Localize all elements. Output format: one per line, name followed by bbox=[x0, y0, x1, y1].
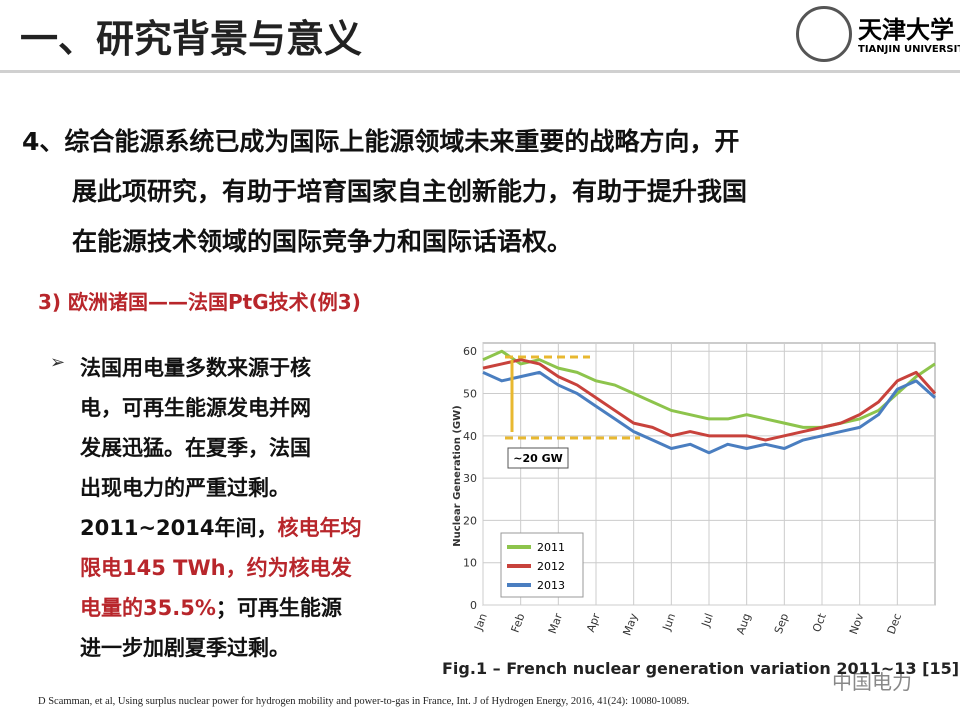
y-tick-label: 10 bbox=[463, 557, 477, 570]
text-run: 2011~2014年间， bbox=[80, 516, 278, 540]
legend-label: 2013 bbox=[537, 579, 565, 592]
logo-seal bbox=[796, 6, 852, 62]
x-tick-label: Oct bbox=[810, 611, 829, 634]
logo-cn: 天津大学 bbox=[858, 15, 954, 44]
x-tick-label: Jun bbox=[660, 612, 678, 634]
watermark: 中国电力 bbox=[832, 670, 912, 694]
point-line: 在能源技术领域的国际竞争力和国际话语权。 bbox=[72, 227, 573, 256]
x-tick-label: Jan bbox=[471, 612, 489, 633]
y-tick-label: 20 bbox=[463, 514, 477, 527]
annotation-box bbox=[507, 447, 569, 469]
text-run: 核电年均 bbox=[277, 516, 362, 540]
slide-title: 一、研究背景与意义 bbox=[20, 17, 363, 61]
y-tick-label: 40 bbox=[463, 430, 477, 443]
bullet-line: 2011~2014年间，核电年均 bbox=[80, 512, 362, 542]
x-tick-label: Feb bbox=[509, 612, 528, 635]
y-axis-label: Nuclear Generation (GW) bbox=[452, 405, 463, 546]
text-run: 进一步加剧夏季过剩。 bbox=[80, 636, 290, 660]
bullet-line: 法国用电量多数来源于核 bbox=[80, 352, 311, 382]
header-rule bbox=[0, 70, 960, 73]
annotation: ~20 GW bbox=[513, 452, 563, 465]
x-tick-label: Apr bbox=[584, 611, 603, 634]
subheading: 3) 欧洲诸国——法国PtG技术(例3) bbox=[38, 290, 361, 314]
bullet-marker: ➢ bbox=[50, 352, 66, 373]
bullet-line: 限电145 TWh，约为核电发 bbox=[80, 552, 352, 582]
x-tick-label: Mar bbox=[546, 611, 565, 635]
text-run: ；可再生能源 bbox=[215, 596, 342, 620]
series-line bbox=[482, 370, 937, 455]
x-tick-label: Jul bbox=[699, 612, 716, 630]
x-tick-label: Aug bbox=[734, 612, 754, 637]
bullet-line: 电量的35.5%；可再生能源 bbox=[80, 592, 342, 622]
text-run: 电，可再生能源发电并网 bbox=[80, 396, 311, 420]
text-run: 电量的35.5% bbox=[80, 596, 216, 620]
x-tick-label: Dec bbox=[885, 612, 905, 636]
legend-label: 2012 bbox=[537, 560, 565, 573]
y-tick-label: 30 bbox=[463, 472, 477, 485]
text-run: 法国用电量多数来源于核 bbox=[80, 356, 311, 380]
x-tick-label: Sep bbox=[772, 612, 791, 636]
y-tick-label: 50 bbox=[463, 388, 477, 401]
bullet-line: 出现电力的严重过剩。 bbox=[80, 472, 290, 502]
x-tick-label: May bbox=[620, 611, 640, 637]
text-run: 限电145 TWh，约为核电发 bbox=[80, 556, 352, 580]
point-line: 展此项研究，有助于培育国家自主创新能力，有助于提升我国 bbox=[72, 177, 748, 206]
x-tick-label: Nov bbox=[847, 611, 867, 636]
y-tick-label: 60 bbox=[463, 345, 477, 358]
series-line bbox=[482, 358, 937, 442]
y-tick-label: 0 bbox=[470, 599, 477, 612]
point-line: 4、综合能源系统已成为国际上能源领域未来重要的战略方向，开 bbox=[22, 127, 740, 156]
caption: Fig.1 – French nuclear generation variat… bbox=[442, 659, 959, 678]
logo-en: TIANJIN UNIVERSITY bbox=[858, 44, 960, 55]
bullet-line: 发展迅猛。在夏季，法国 bbox=[80, 432, 311, 462]
text-run: 发展迅猛。在夏季，法国 bbox=[80, 436, 311, 460]
series-line bbox=[482, 349, 936, 429]
bullet-line: 电，可再生能源发电并网 bbox=[80, 392, 311, 422]
text-run: 出现电力的严重过剩。 bbox=[80, 476, 290, 500]
legend-label: 2011 bbox=[537, 541, 565, 554]
reference: D Scamman, et al, Using surplus nuclear … bbox=[38, 696, 690, 707]
bullet-line: 进一步加剧夏季过剩。 bbox=[80, 632, 290, 662]
